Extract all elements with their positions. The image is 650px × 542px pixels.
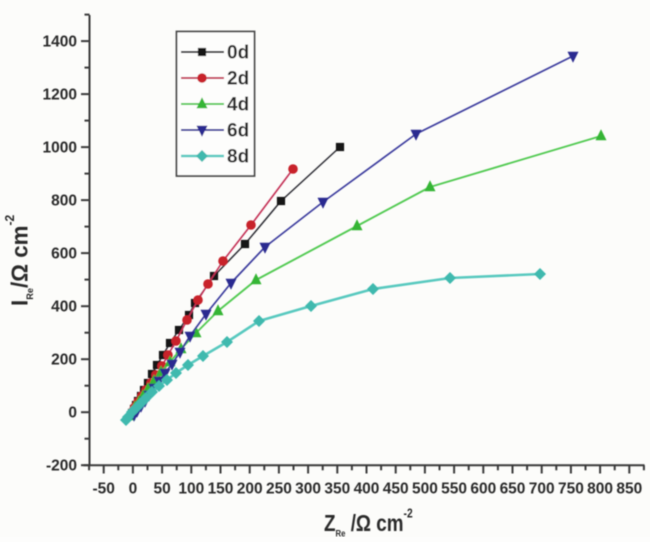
svg-text:400: 400 [354, 481, 380, 498]
svg-text:650: 650 [500, 481, 526, 498]
svg-text:750: 750 [558, 481, 584, 498]
svg-text:550: 550 [441, 481, 467, 498]
svg-text:-50: -50 [92, 481, 114, 498]
svg-text:4d: 4d [227, 95, 249, 116]
svg-text:700: 700 [529, 481, 555, 498]
svg-text:350: 350 [324, 481, 350, 498]
svg-text:800: 800 [51, 192, 77, 209]
svg-text:300: 300 [295, 481, 321, 498]
svg-text:850: 850 [616, 481, 642, 498]
svg-text:800: 800 [587, 481, 613, 498]
svg-text:600: 600 [51, 245, 77, 262]
svg-text:150: 150 [208, 481, 234, 498]
svg-text:500: 500 [412, 481, 438, 498]
svg-text:0d: 0d [227, 43, 249, 64]
svg-text:-200: -200 [46, 458, 77, 475]
svg-text:400: 400 [51, 299, 77, 316]
svg-text:100: 100 [178, 481, 204, 498]
svg-text:0: 0 [129, 481, 138, 498]
svg-text:600: 600 [470, 481, 496, 498]
svg-text:6d: 6d [227, 121, 249, 142]
svg-text:200: 200 [51, 352, 77, 369]
svg-text:200: 200 [237, 481, 263, 498]
svg-text:1400: 1400 [43, 33, 77, 50]
svg-text:1000: 1000 [43, 139, 77, 156]
svg-text:2d: 2d [227, 69, 249, 90]
svg-text:450: 450 [383, 481, 409, 498]
svg-text:50: 50 [153, 481, 170, 498]
svg-text:0: 0 [68, 405, 77, 422]
svg-text:8d: 8d [227, 147, 249, 168]
svg-text:250: 250 [266, 481, 292, 498]
svg-text:1200: 1200 [43, 86, 77, 103]
